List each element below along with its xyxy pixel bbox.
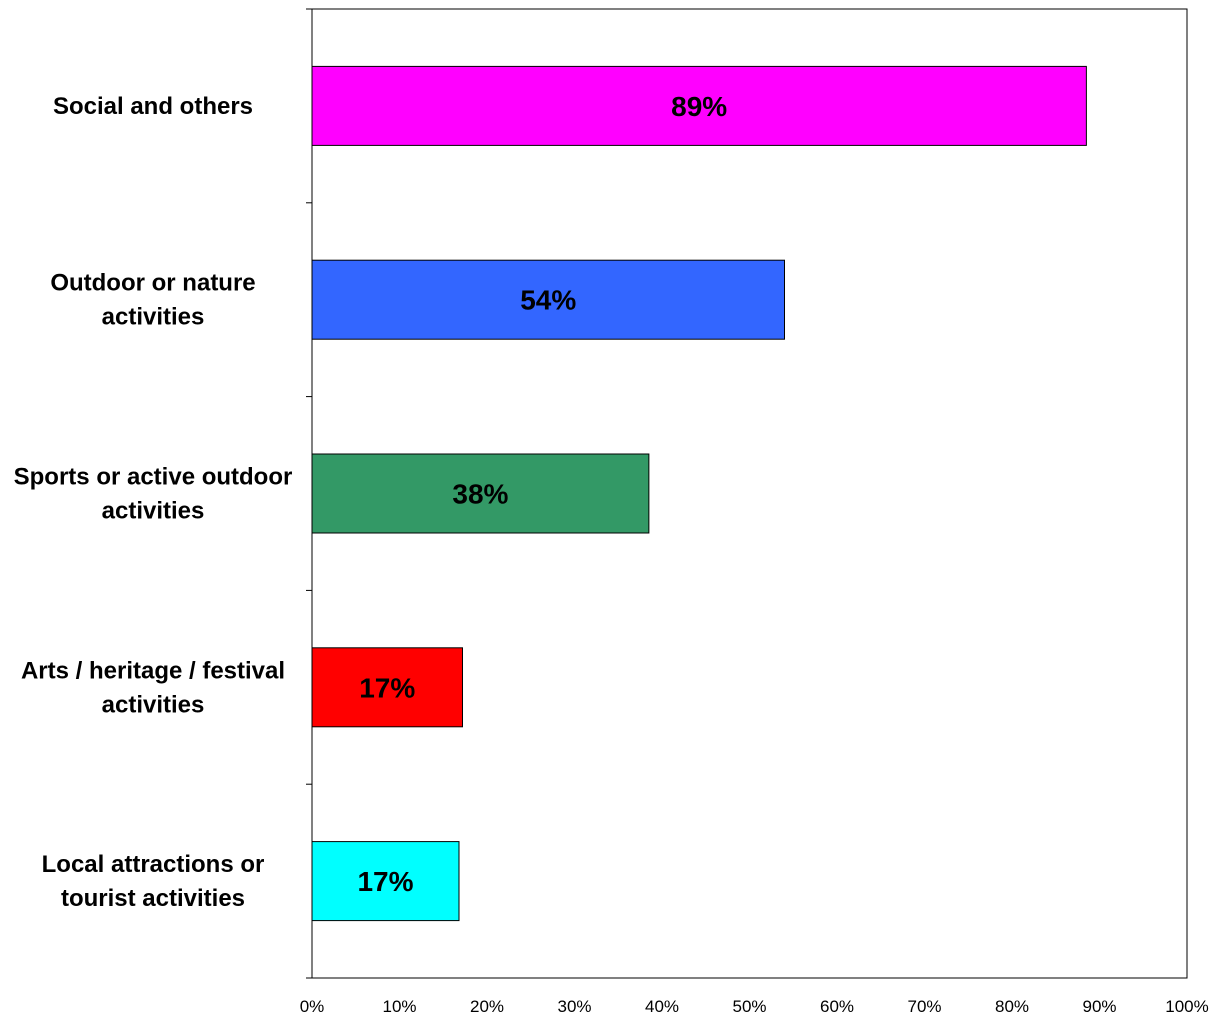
category-label: Outdoor or nature activities	[50, 270, 255, 331]
bar-data-label: 89%	[671, 91, 727, 122]
bar	[311, 259, 785, 340]
x-axis-tick-labels: 0% 10% 20% 30% 40% 50% 60% 70% 80% 90% 100%	[300, 997, 1209, 1016]
x-tick-label: 100%	[1165, 997, 1208, 1016]
category-label: Local attractions or tourist activities	[42, 851, 265, 912]
data-labels: 89% 54% 38% 17% 17%	[357, 91, 727, 897]
category-label: Sports or active outdoor activities	[14, 464, 293, 525]
bar-data-label: 38%	[452, 479, 508, 510]
bar	[311, 65, 1087, 146]
category-ticks	[306, 8, 312, 979]
x-tick-label: 20%	[470, 997, 504, 1016]
x-tick-label: 10%	[382, 997, 416, 1016]
bar-data-label: 17%	[359, 672, 415, 703]
category-labels: Social and others Outdoor or nature activi…	[14, 93, 293, 912]
bar	[311, 647, 463, 728]
bar	[311, 453, 650, 534]
x-tick-label: 70%	[907, 997, 941, 1016]
x-tick-label: 60%	[820, 997, 854, 1016]
category-label: Arts / heritage / festival activities	[21, 657, 285, 718]
x-tick-label: 80%	[995, 997, 1029, 1016]
x-tick-label: 90%	[1082, 997, 1116, 1016]
bar	[311, 841, 460, 922]
bar-data-label: 17%	[357, 866, 413, 897]
x-tick-label: 30%	[557, 997, 591, 1016]
x-tick-label: 50%	[732, 997, 766, 1016]
x-tick-label: 0%	[300, 997, 325, 1016]
bar-data-label: 54%	[520, 285, 576, 316]
x-tick-label: 40%	[645, 997, 679, 1016]
category-label: Social and others	[53, 93, 253, 120]
bars	[311, 65, 1087, 922]
